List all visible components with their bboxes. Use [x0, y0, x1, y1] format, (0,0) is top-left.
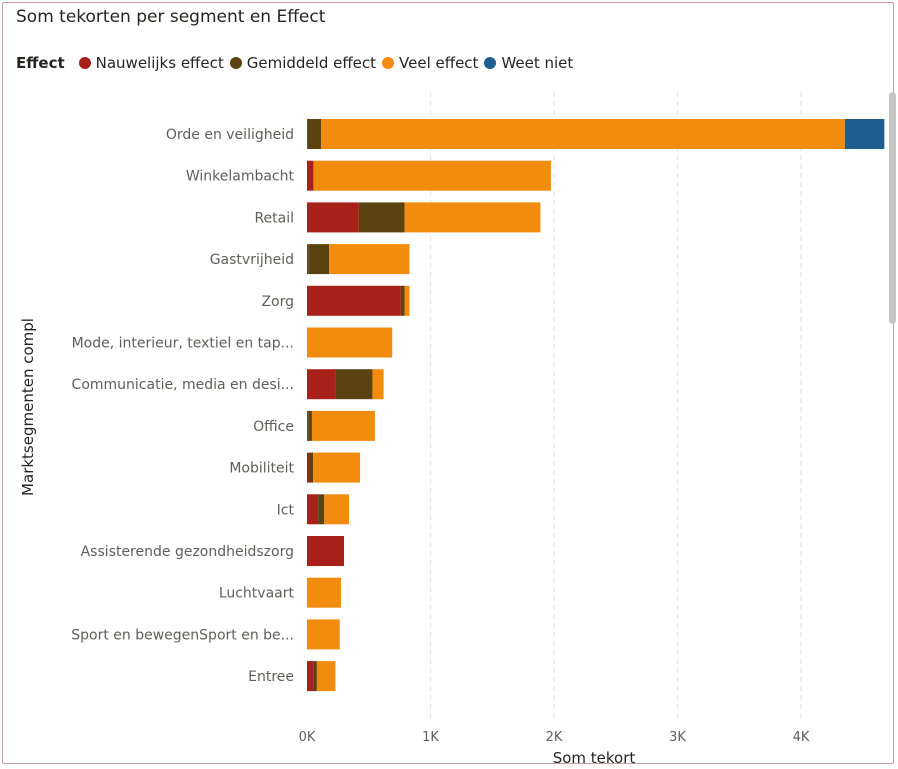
vertical-scrollbar[interactable]: [889, 92, 896, 324]
bar-2-2: [404, 202, 541, 233]
bar-13-0: [307, 661, 314, 692]
bar-13-1: [313, 661, 317, 692]
x-tick-label-0: 0K: [299, 730, 316, 745]
bar-3-2: [329, 244, 410, 275]
bar-0-2: [321, 119, 845, 149]
bar-13-2: [316, 661, 336, 692]
bar-6-1: [335, 369, 373, 400]
legend-item-0[interactable]: Nauwelijks effect: [78, 54, 224, 72]
bar-0-1: [307, 119, 322, 149]
legend[interactable]: Effect Nauwelijks effect Gemiddeld effect…: [16, 53, 579, 73]
legend-label-1: Gemiddeld effect: [246, 54, 377, 72]
bar-0-0: [307, 119, 308, 149]
legend-marker-0: [78, 57, 91, 69]
bar-10-0: [307, 536, 345, 566]
bar-3-0: [307, 244, 309, 275]
legend-item-2[interactable]: Veel effect: [382, 54, 478, 72]
x-tick-label-2: 2K: [546, 730, 563, 745]
x-tick-label-4: 4K: [793, 730, 810, 745]
bar-5-2: [307, 327, 393, 358]
bar-8-2: [313, 452, 361, 483]
category-label-8: Mobiliteit: [229, 461, 294, 477]
legend-label-2: Veel effect: [399, 54, 479, 72]
category-label-9: Ict: [277, 502, 295, 518]
bar-8-0: [307, 452, 310, 483]
category-label-7: Office: [253, 419, 294, 435]
bar-3-1: [308, 244, 330, 275]
bar-1-1: [313, 160, 314, 191]
legend-label-3: Weet niet: [501, 54, 574, 72]
category-label-12: Sport en bewegenSport en be...: [71, 627, 294, 643]
bar-4-1: [400, 285, 405, 316]
bar-1-2: [313, 160, 551, 191]
bar-6-0: [307, 369, 336, 400]
x-axis-label: Som tekort: [553, 749, 636, 767]
category-label-4: Zorg: [261, 294, 294, 310]
category-label-0: Orde en veiligheid: [166, 127, 294, 143]
bar-7-0: [307, 410, 309, 441]
category-label-3: Gastvrijheid: [210, 252, 294, 268]
bar-9-1: [318, 494, 325, 525]
category-label-10: Assisterende gezondheidszorg: [81, 544, 294, 560]
bar-2-1: [358, 202, 405, 233]
category-label-6: Communicatie, media en desi...: [72, 377, 294, 393]
category-label-11: Luchtvaart: [219, 586, 295, 602]
bar-9-2: [324, 494, 349, 525]
category-label-5: Mode, interieur, textiel en tap...: [72, 336, 294, 352]
bar-4-2: [404, 285, 410, 316]
category-label-13: Entree: [248, 669, 294, 685]
legend-title: Effect: [16, 54, 65, 72]
bar-1-0: [307, 160, 314, 191]
legend-item-1[interactable]: Gemiddeld effect: [229, 54, 377, 72]
bar-4-0: [307, 285, 401, 316]
legend-items: Nauwelijks effect Gemiddeld effect Veel ef…: [78, 54, 580, 72]
legend-marker-3: [484, 57, 497, 69]
x-tick-label-3: 3K: [669, 730, 686, 745]
chart-title: Som tekorten per segment en Effect: [16, 7, 326, 27]
category-label-2: Retail: [254, 210, 294, 226]
category-label-1: Winkelambacht: [186, 169, 295, 185]
legend-item-3[interactable]: Weet niet: [484, 54, 573, 72]
bar-7-1: [308, 410, 312, 441]
bar-9-0: [307, 494, 319, 525]
bar-11-2: [307, 577, 341, 608]
y-axis-label: Marktsegmenten compl: [19, 318, 37, 496]
legend-marker-1: [229, 57, 242, 69]
bar-6-2: [372, 369, 384, 400]
bar-12-2: [307, 619, 340, 650]
x-tick-label-1: 1K: [422, 730, 439, 745]
bar-0-3: [844, 119, 885, 149]
bar-7-2: [311, 410, 375, 441]
bar-8-1: [309, 452, 314, 483]
bar-2-0: [307, 202, 359, 233]
legend-label-0: Nauwelijks effect: [95, 54, 224, 72]
legend-marker-2: [382, 57, 395, 69]
